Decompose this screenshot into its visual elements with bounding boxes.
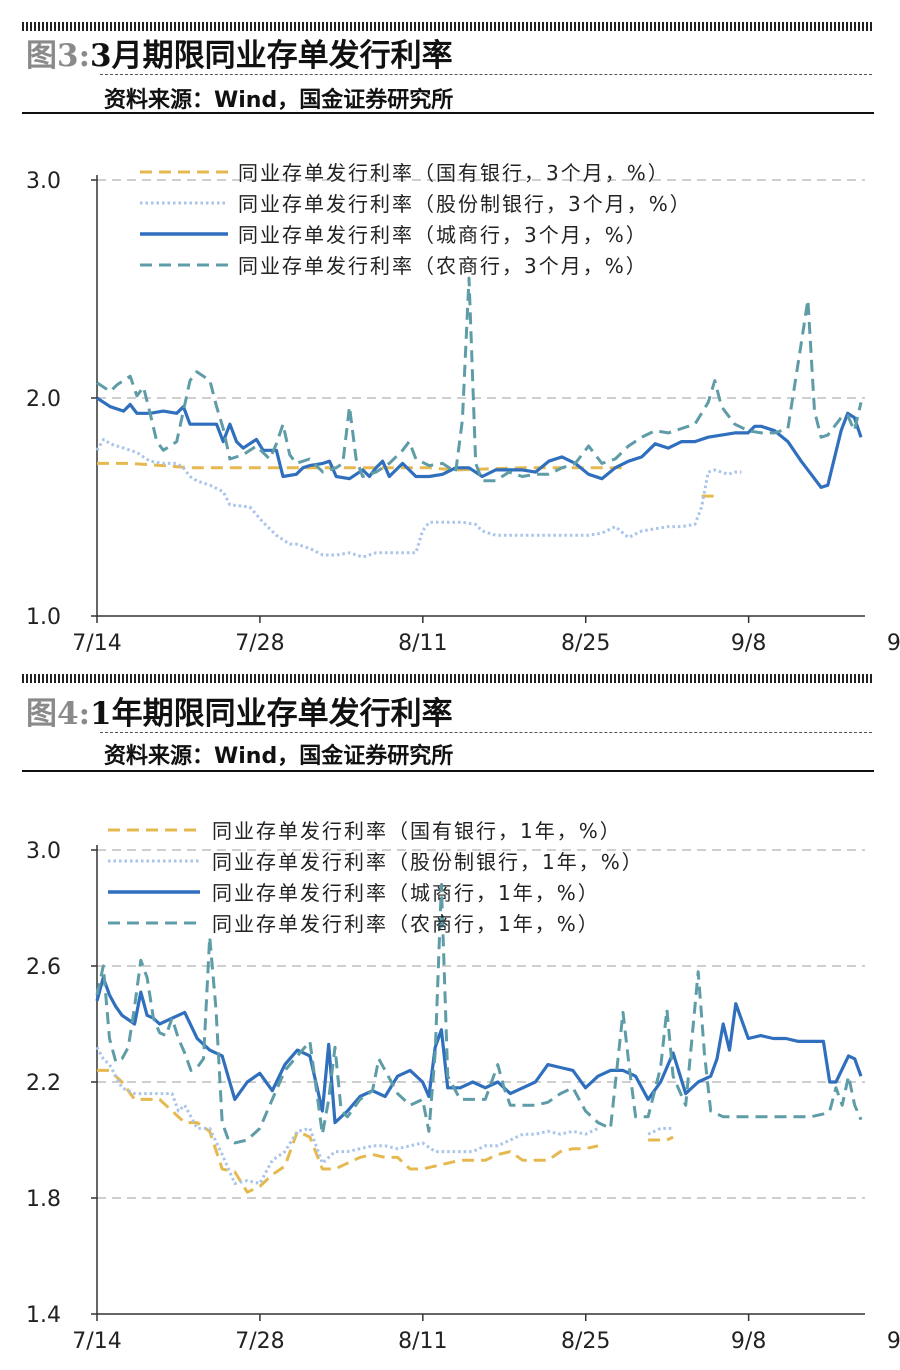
x-tick-label: 7/14: [72, 1329, 121, 1354]
series-line: [95, 437, 742, 559]
legend-label: 同业存单发行利率（国有银行，1年，%）: [212, 819, 622, 843]
x-tick-label: 9/22: [887, 631, 900, 656]
legend-label: 同业存单发行利率（城商行，3个月，%）: [238, 223, 648, 247]
x-tick-label: 8/11: [398, 631, 447, 656]
x-tick-label: 8/25: [561, 631, 610, 656]
legend-label: 同业存单发行利率（股份制银行，1年，%）: [212, 850, 644, 874]
fig3-chart: 1.02.03.07/147/288/118/259/89/2210/6同业存单…: [26, 161, 900, 656]
fig4-top-dotted-rule: [22, 674, 874, 683]
legend-label: 同业存单发行利率（国有银行，3个月，%）: [238, 161, 670, 185]
fig4-title: 图4:1年期限同业存单发行利率: [26, 688, 453, 733]
y-tick-label: 2.6: [26, 955, 61, 980]
x-tick-label: 7/28: [235, 1329, 284, 1354]
fig4-source: 资料来源：Wind，国金证券研究所: [104, 744, 454, 769]
x-tick-label: 7/14: [72, 631, 121, 656]
legend-label: 同业存单发行利率（农商行，3个月，%）: [238, 254, 648, 278]
x-tick-label: 9/8: [731, 1329, 766, 1354]
y-tick-label: 1.4: [26, 1303, 61, 1328]
x-tick-label: 8/11: [398, 1329, 447, 1354]
x-tick-label: 9/22: [887, 1329, 900, 1354]
y-tick-label: 1.8: [26, 1187, 61, 1212]
series-line: [97, 1068, 599, 1194]
fig4-chart: 1.41.82.22.63.07/147/288/118/259/89/2210…: [26, 819, 900, 1354]
y-tick-label: 1.0: [26, 605, 61, 630]
series-line: [95, 1046, 599, 1185]
fig3-label: 图3:: [26, 38, 91, 74]
fig3-top-dotted-rule: [22, 22, 874, 31]
x-tick-label: 7/28: [235, 631, 284, 656]
fig4-label: 图4:: [26, 696, 91, 732]
y-tick-label: 2.0: [26, 387, 61, 412]
series-line: [95, 883, 863, 1145]
fig3-source: 资料来源：Wind，国金证券研究所: [104, 88, 454, 113]
fig4-solid-rule: [22, 770, 874, 772]
series-line: [95, 976, 863, 1125]
x-tick-label: 8/25: [561, 1329, 610, 1354]
fig3-solid-rule: [22, 112, 874, 114]
series-line: [96, 396, 863, 489]
series-line: [647, 1126, 674, 1136]
series-line: [97, 461, 629, 472]
y-tick-label: 3.0: [26, 169, 61, 194]
fig3-dashed-rule: [100, 74, 872, 75]
fig4-title-text: 1年期限同业存单发行利率: [90, 696, 453, 732]
legend-label: 同业存单发行利率（农商行，1年，%）: [212, 912, 600, 936]
series-line: [96, 276, 863, 483]
y-tick-label: 3.0: [26, 839, 61, 864]
series-line: [648, 1135, 674, 1142]
legend-label: 同业存单发行利率（城商行，1年，%）: [212, 881, 600, 905]
y-tick-label: 2.2: [26, 1071, 61, 1096]
fig3-title-text: 3月期限同业存单发行利率: [90, 38, 453, 74]
fig3-title: 图3:3月期限同业存单发行利率: [26, 30, 453, 75]
legend-label: 同业存单发行利率（股份制银行，3个月，%）: [238, 192, 692, 216]
x-tick-label: 9/8: [731, 631, 766, 656]
fig4-dashed-rule: [100, 732, 872, 733]
